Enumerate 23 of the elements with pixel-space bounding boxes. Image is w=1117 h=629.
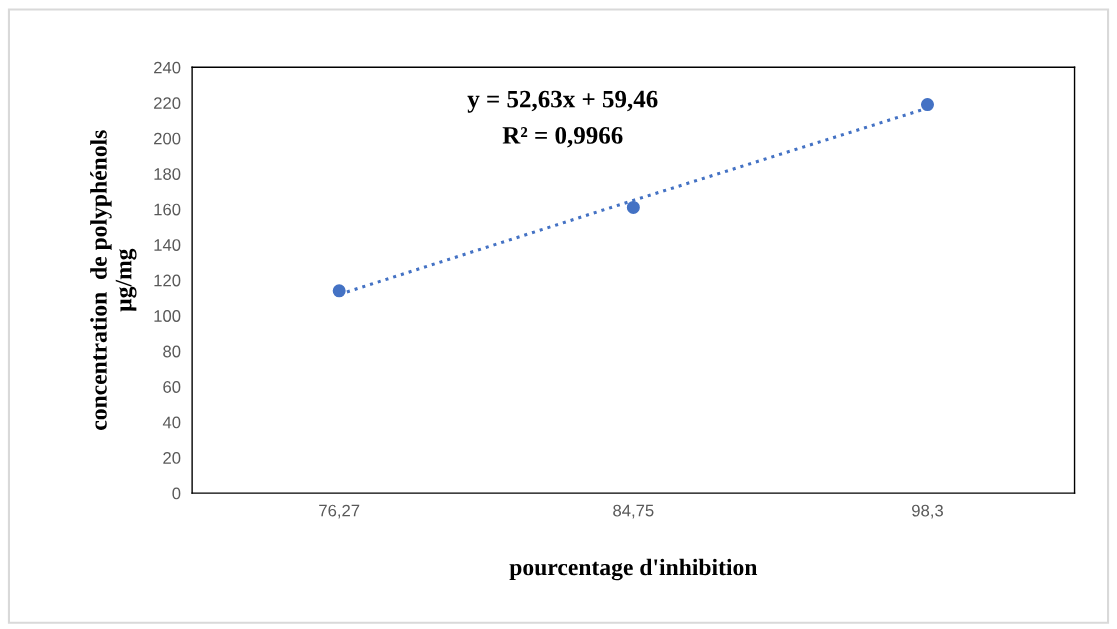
y-tick-label: 220 [154, 97, 181, 109]
y-tick-label: 120 [154, 274, 181, 287]
point [626, 200, 640, 214]
y-tick-label: 100 [154, 310, 181, 322]
y-tick-label: 0 [172, 487, 181, 500]
x-tick-label: 84,75 [613, 504, 654, 519]
y-tick-label: 140 [154, 239, 181, 251]
x-tick-label: 98,3 [912, 504, 943, 519]
y-tick-label: 180 [154, 168, 181, 180]
y-tick-label: 40 [162, 416, 181, 429]
y-tick-label: 160 [154, 203, 181, 216]
point [332, 284, 346, 298]
y-tick-label: 240 [154, 61, 181, 74]
y-axis-title: concentration de polyphénols µg/mg [90, 130, 137, 430]
point [920, 98, 934, 112]
annotation: y = 52,63x + 59,46 [467, 90, 658, 113]
y-tick-label: 20 [163, 452, 181, 464]
annotation: R² = 0,9966 [502, 126, 623, 148]
y-tick-label: 80 [163, 345, 181, 358]
x-tick-label: 76,27 [319, 504, 360, 519]
y-tick-label: 60 [163, 381, 181, 393]
x-axis-title: pourcentage d'inhibition [509, 558, 758, 581]
y-tick-label: 200 [154, 132, 181, 145]
